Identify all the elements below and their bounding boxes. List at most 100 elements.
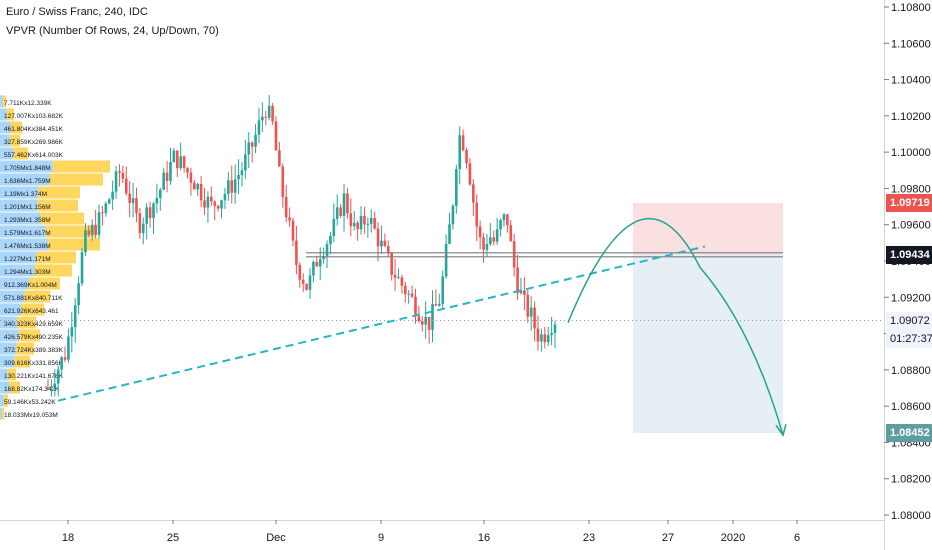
candle-body <box>393 274 397 278</box>
candle-body <box>356 222 359 230</box>
candle-body <box>189 172 193 183</box>
candle-body <box>138 213 142 234</box>
volume-profile-down-bar <box>16 342 34 355</box>
candle-body <box>461 135 465 151</box>
candle-body <box>237 175 240 180</box>
candle-body <box>230 180 234 193</box>
chart-title: Euro / Swiss Franc, 240, IDC <box>6 6 148 18</box>
candle-body <box>274 121 278 151</box>
candle-body <box>369 217 373 224</box>
volume-profile-row-label: 461.804Kx384.451K <box>4 126 64 133</box>
candle-body <box>322 256 325 260</box>
trendline-dashed[interactable] <box>57 245 706 402</box>
candle-body <box>516 267 519 294</box>
current-price-badge: 1.09072 <box>886 311 932 330</box>
candle-body <box>492 237 496 242</box>
volume-profile-down-bar <box>13 147 28 160</box>
candle-body <box>495 229 499 242</box>
candle-body <box>546 335 550 343</box>
price-tick-label: 1.10600 <box>891 38 931 50</box>
volume-profile-up-bar <box>0 108 7 121</box>
volume-profile-row-label: 168.82Kx174.342K <box>4 386 60 393</box>
candle-body <box>458 135 462 169</box>
candle-body <box>148 207 152 219</box>
candle-body <box>352 222 356 227</box>
time-tick-label: 25 <box>167 532 179 544</box>
volume-profile-down-bar <box>10 121 22 134</box>
candle-body <box>179 156 183 169</box>
candle-body <box>169 162 172 181</box>
volume-profile-up-bar <box>0 316 18 329</box>
volume-profile-row-label: 1.201Mx1.156M <box>4 204 51 211</box>
volume-profile-up-bar <box>0 173 50 186</box>
candle-body <box>414 296 417 317</box>
candle-body <box>162 172 165 190</box>
volume-profile-down-bar <box>9 134 20 147</box>
candle-body <box>455 168 458 206</box>
volume-profile-up-bar <box>0 394 4 407</box>
candle-body <box>438 303 441 306</box>
candle-body <box>499 220 502 230</box>
candle-body <box>441 276 445 304</box>
candle-body <box>291 220 295 241</box>
candle-body <box>281 166 285 197</box>
candle-body <box>53 383 57 387</box>
volume-profile-down-bar <box>19 329 40 342</box>
volume-profile-down-bar <box>48 238 100 251</box>
candle-body <box>152 203 155 219</box>
candle-body <box>325 244 329 257</box>
candle-body <box>155 197 159 204</box>
candle-body <box>540 334 543 342</box>
candle-body <box>176 150 179 169</box>
candle-body <box>431 304 434 330</box>
volume-profile-down-bar <box>37 199 78 212</box>
volume-profile-row-label: 1.293Mx1.358M <box>4 217 51 224</box>
price-axis[interactable] <box>884 0 932 550</box>
price-tick-label: 1.08600 <box>891 401 931 413</box>
candle-body <box>346 193 349 214</box>
volume-profile-down-bar <box>52 160 110 173</box>
projection-arrow-path[interactable] <box>567 217 784 436</box>
candle-body <box>172 150 176 163</box>
stop-loss-zone[interactable] <box>633 203 783 255</box>
candle-body <box>390 253 393 275</box>
volume-profile-down-bar <box>14 355 30 368</box>
candle-body <box>366 223 370 225</box>
volume-profile-down-bar <box>6 108 14 121</box>
volume-profile-down-bar <box>34 264 72 277</box>
candle-body <box>519 290 523 294</box>
time-tick-label: 23 <box>583 532 595 544</box>
candle-body <box>186 168 189 173</box>
candle-body <box>509 225 513 242</box>
candle-body <box>468 163 472 185</box>
price-tick-label: 1.09600 <box>891 220 931 232</box>
candle-body <box>315 261 319 267</box>
candle-body <box>254 134 257 147</box>
price-tick-label: 1.08200 <box>891 474 931 486</box>
take-profit-zone[interactable] <box>633 254 783 433</box>
candle-body <box>465 150 468 164</box>
candles-layer <box>46 95 557 397</box>
time-tick-label: Dec <box>266 532 286 544</box>
volume-profile-up-bar <box>0 303 22 316</box>
volume-profile-up-bar <box>0 264 35 277</box>
candle-body <box>397 277 400 279</box>
candle-body <box>529 307 533 317</box>
price-tick-label: 1.09800 <box>891 183 931 195</box>
candle-body <box>145 207 148 224</box>
volume-profile-down-bar <box>2 95 6 108</box>
candle-body <box>50 386 53 389</box>
candle-body <box>475 202 479 227</box>
projection-arrow-head-icon <box>775 423 787 437</box>
candle-body <box>478 226 482 238</box>
indicator-label[interactable]: VPVR (Number Of Rows, 24, Up/Down, 70) <box>6 25 219 37</box>
price-tick-label: 1.10400 <box>891 75 931 87</box>
candle-body <box>512 241 516 268</box>
volume-profile-row-label: 372.724Kx389.383K <box>4 347 64 354</box>
candle-body <box>526 294 530 317</box>
candle-body <box>301 279 305 284</box>
time-tick-label: 16 <box>478 532 490 544</box>
volume-profile-down-bar <box>7 368 16 381</box>
